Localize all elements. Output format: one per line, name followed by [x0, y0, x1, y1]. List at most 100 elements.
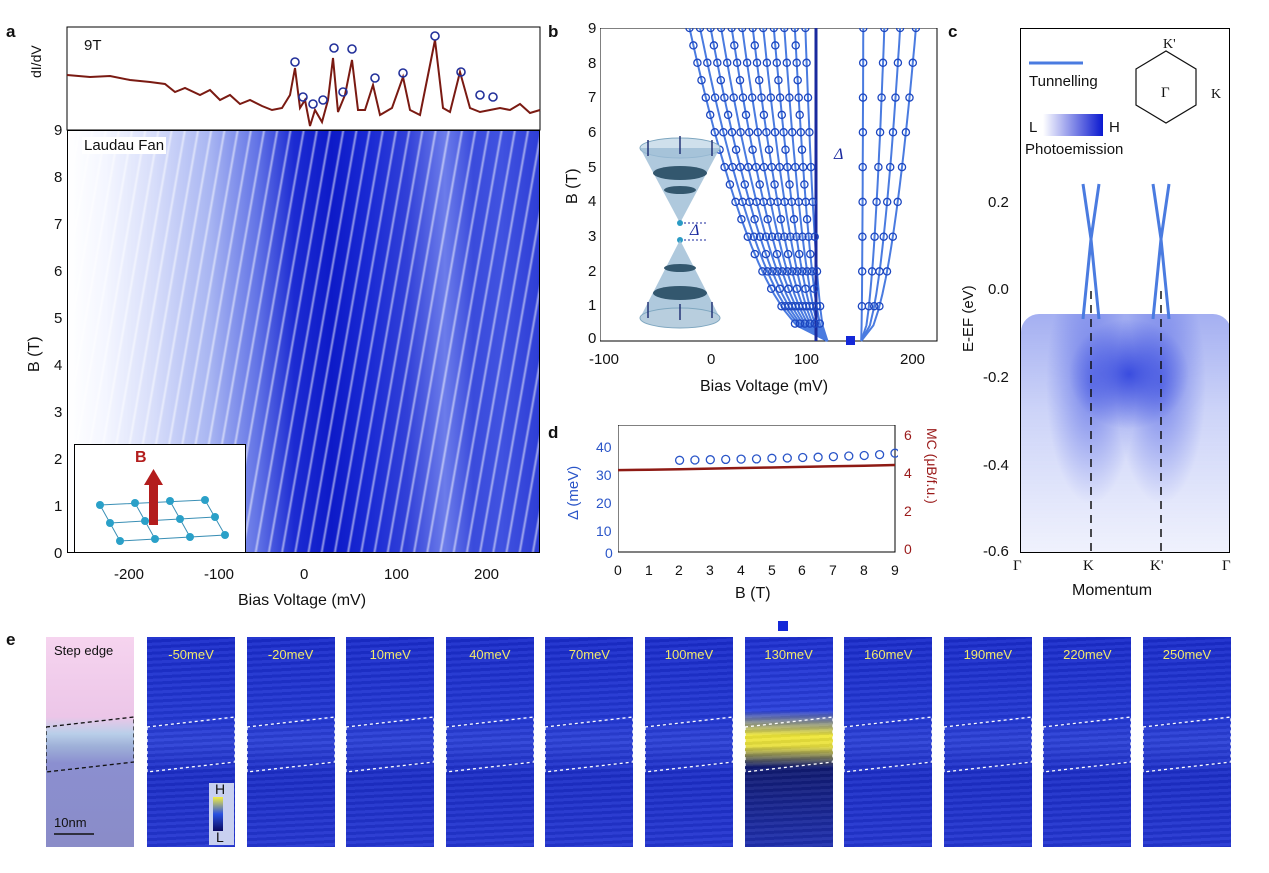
landau-peak-point: [812, 267, 822, 276]
panel-d-ylabel-left: Δ (meV): [565, 465, 582, 520]
landau-peak-point: [763, 267, 772, 276]
landau-peak-point: [768, 267, 777, 276]
landau-peak-point: [732, 58, 742, 68]
y-tick-right: 0: [904, 541, 912, 557]
landau-peak-point: [741, 110, 751, 120]
landau-peak-point: [693, 58, 702, 68]
landau-peak-point: [784, 284, 793, 294]
gap-point: [813, 452, 823, 462]
landau-level-curve: [772, 28, 829, 342]
panel-letter-e: e: [6, 630, 16, 649]
landau-peak-point: [697, 75, 706, 85]
spectrum-field-label: 9T: [84, 37, 102, 54]
bz-gamma: Γ: [1161, 85, 1170, 101]
landau-peak-point: [858, 232, 867, 241]
landau-level-curve: [860, 28, 902, 342]
landau-peak-point: [750, 215, 759, 224]
energy-map: -20meV: [246, 637, 335, 847]
landau-peak-point: [869, 301, 879, 311]
energy-label: 130meV: [764, 647, 813, 662]
landau-peak-point: [897, 162, 907, 172]
landau-peak-point: [875, 128, 885, 137]
landau-peak-point: [736, 128, 745, 137]
lattice-illustration: [96, 469, 229, 545]
landau-peak-point: [747, 93, 757, 102]
landau-peak-point: [802, 58, 811, 68]
y-tick-right: 2: [904, 503, 912, 519]
landau-peak-point: [762, 58, 772, 68]
landau-peak-point: [805, 319, 815, 328]
x-tick: 6: [798, 562, 806, 578]
landau-peak-point: [757, 93, 766, 102]
landau-peak-point: [758, 28, 768, 33]
landau-peak-point: [742, 58, 752, 68]
x-tick: 100: [794, 351, 820, 368]
landau-peak-point: [796, 128, 806, 137]
step-edge-outline: [445, 716, 534, 773]
landau-peak-point: [806, 249, 815, 259]
landau-peak-point: [738, 93, 748, 102]
landau-peak-point: [782, 58, 792, 68]
landau-peak-point: [874, 162, 883, 172]
landau-peak-point: [792, 284, 802, 294]
panel-b-xlabel: Bias Voltage (mV): [700, 378, 829, 395]
gap-magnetization-plot: [618, 425, 898, 553]
gap-point: [721, 454, 731, 465]
lattice-inset: B: [74, 444, 246, 552]
legend-high: H: [1109, 119, 1120, 136]
x-tick: 200: [474, 566, 500, 583]
step-edge-outline: [645, 716, 733, 773]
y-tick: -0.4: [983, 457, 1009, 474]
landau-peak-point: [789, 215, 799, 224]
landau-peak-point: [761, 232, 771, 241]
landau-peak-point: [775, 284, 785, 294]
energy-map: 160meV: [844, 637, 933, 847]
landau-peak-point: [754, 75, 764, 85]
landau-peak-point: [797, 145, 807, 154]
gap-point: [782, 453, 792, 463]
landau-peak-point: [723, 110, 733, 120]
y-tick: 0: [54, 545, 63, 562]
landau-peak-point: [766, 93, 776, 102]
landau-peak-point: [870, 232, 879, 241]
y-tick: 6: [54, 263, 63, 280]
energy-label: -20meV: [267, 647, 314, 662]
landau-peak-point: [882, 267, 892, 276]
landau-peak-point: [790, 319, 800, 328]
y-tick: 6: [588, 124, 597, 141]
gap-point: [798, 452, 808, 463]
landau-peak-point: [864, 301, 874, 311]
legend-tunnelling: Tunnelling: [1029, 73, 1098, 90]
landau-peak-point: [759, 110, 769, 120]
landau-peak-point: [771, 41, 780, 50]
landau-peak-point: [758, 267, 767, 276]
landau-peak-point: [695, 28, 705, 33]
energy-130-marker: [778, 621, 788, 631]
landau-peak-point: [802, 267, 812, 276]
energy-label: 160meV: [863, 647, 913, 662]
step-edge-outline: [744, 716, 833, 773]
y-tick-left: 30: [596, 467, 612, 483]
dIdV-spectrum-plot: [66, 26, 541, 131]
step-edge-outline: [1043, 716, 1132, 773]
x-tick: 7: [829, 562, 837, 578]
gap-point: [874, 449, 885, 460]
gap-point: [705, 455, 715, 465]
landau-peak-point: [737, 28, 747, 33]
step-edge-outline: [246, 716, 335, 773]
landau-peak-point: [780, 232, 789, 241]
energy-label: 40meV: [469, 647, 511, 662]
landau-peak-point: [729, 93, 738, 102]
x-tick: 0: [707, 351, 716, 368]
landau-peak-point: [878, 58, 888, 68]
panel-a: a 9T dI/dV Laudau Fan: [0, 0, 560, 615]
landau-peak-point: [689, 41, 698, 50]
landau-peak-point: [882, 197, 892, 207]
landau-peak-point: [800, 319, 810, 328]
y-tick: 1: [54, 498, 63, 515]
landau-peak-point: [706, 28, 715, 33]
panel-c-xlabel: Momentum: [1072, 582, 1153, 599]
landau-peak-point: [783, 267, 792, 276]
landau-peak-point: [772, 58, 782, 68]
landau-peak-point: [815, 319, 825, 328]
